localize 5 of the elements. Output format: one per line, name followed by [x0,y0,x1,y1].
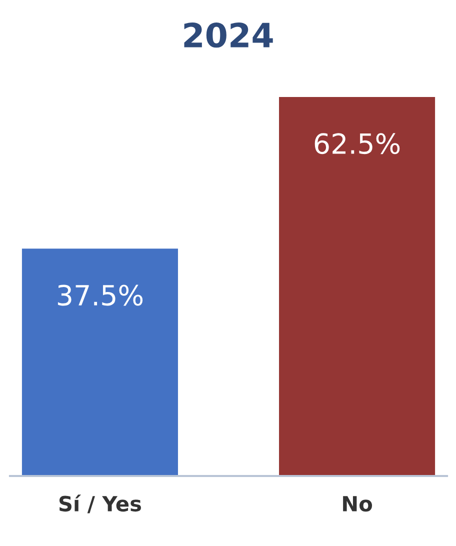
x-tick-label: No [343,496,372,512]
x-tick-label: Sí / Yes [59,494,141,514]
data-label: 62.5% [314,133,400,154]
data-label: 37.5% [58,284,143,306]
chart-title: 2024 [184,22,273,48]
